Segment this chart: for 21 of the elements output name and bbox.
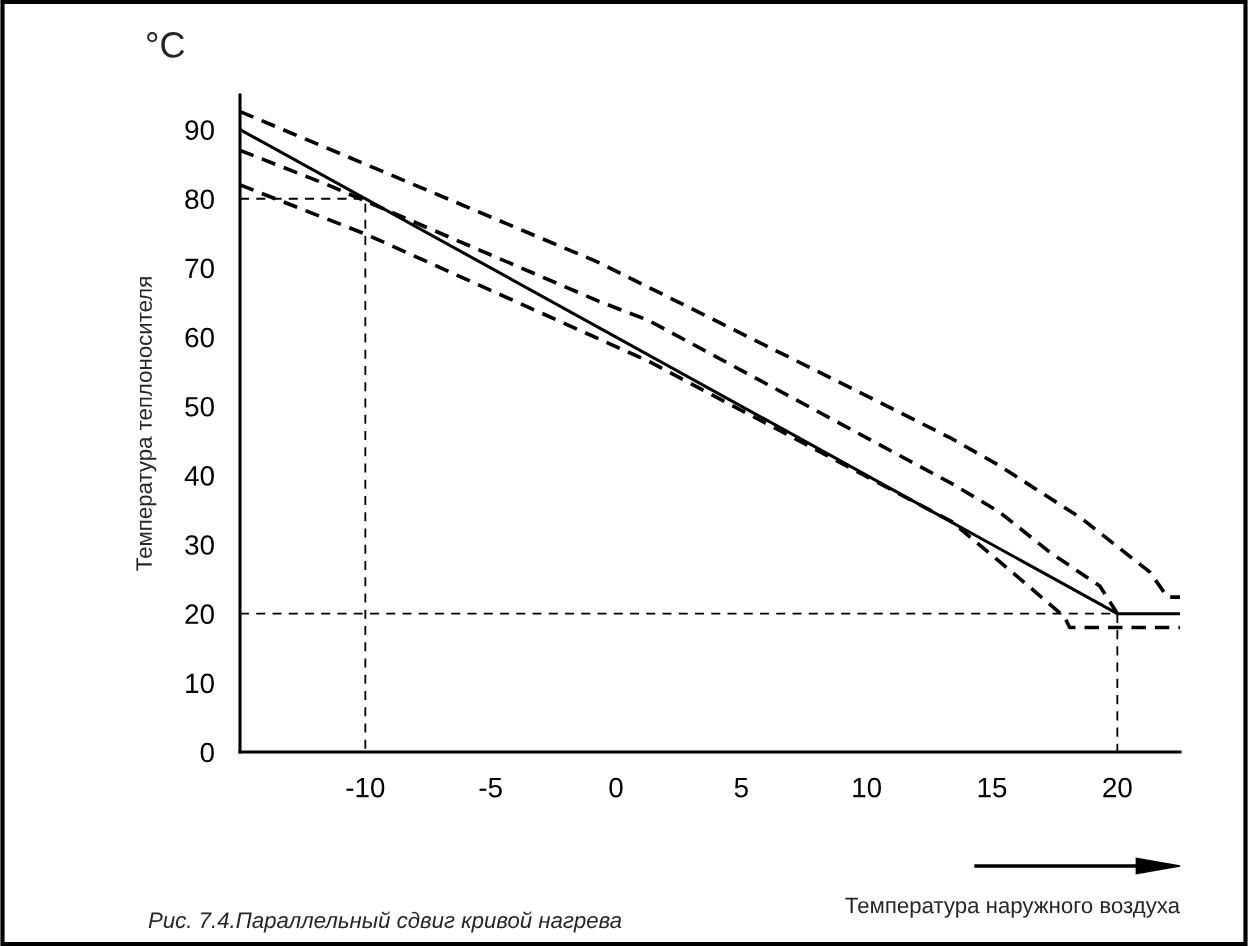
- x-tick-label: 20: [1103, 777, 1132, 798]
- y-tick-label: 0: [200, 742, 214, 763]
- x-tick-label: 10: [853, 777, 882, 798]
- y-tick-label: 30: [185, 535, 214, 555]
- y-axis-title: Температура теплоносителя: [136, 277, 157, 571]
- text: Рис. 7.4.Параллельный сдвиг кривой нагрева: [148, 911, 622, 933]
- text: °C: [147, 32, 185, 58]
- y-tick-label: 90: [185, 120, 214, 140]
- x-tick-label: 0: [609, 777, 623, 798]
- x-tick-label: 15: [978, 778, 1007, 798]
- y-tick-label: 50: [185, 396, 214, 417]
- y-tick-label: 70: [185, 258, 214, 279]
- y-tick-label: 20: [185, 604, 214, 625]
- x-tick-label: -5: [479, 778, 502, 798]
- x-tick-label: 5: [734, 778, 748, 798]
- y-tick-label: 40: [184, 466, 214, 486]
- y-tick-label: 80: [185, 189, 214, 210]
- y-tick-label: 60: [185, 327, 214, 348]
- x-axis-title: Температура наружного воздуха: [845, 897, 1181, 918]
- y-tick-label: 10: [186, 673, 214, 694]
- x-tick-label: -10: [346, 777, 385, 798]
